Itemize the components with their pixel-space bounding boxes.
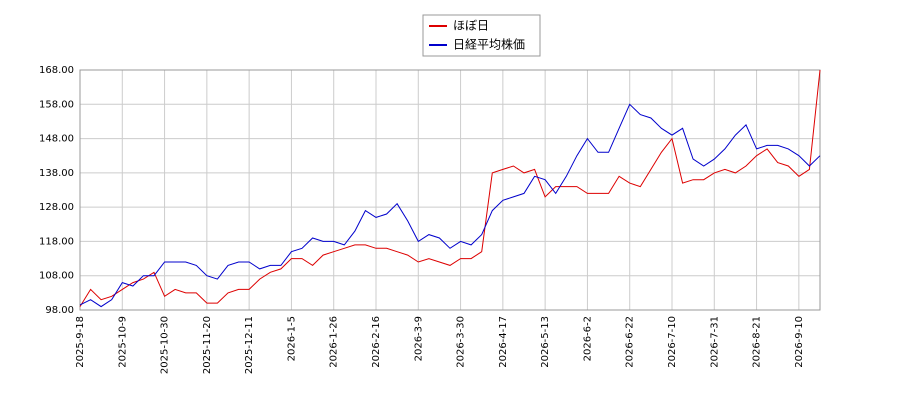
x-tick-label: 2026-3-9	[413, 316, 424, 361]
x-tick-label: 2026-7-31	[709, 316, 720, 368]
y-tick-label: 138.00	[39, 168, 74, 179]
x-tick-label: 2026-4-17	[498, 316, 509, 368]
y-tick-label: 118.00	[39, 236, 74, 247]
plot-border	[79, 69, 821, 311]
x-tick-label: 2026-6-2	[582, 316, 593, 361]
x-tick-label: 2026-1-26	[329, 316, 340, 368]
x-tick-label: 2025-12-11	[244, 316, 255, 374]
y-tick-label: 128.00	[39, 202, 74, 213]
x-tick-label: 2026-3-30	[456, 316, 467, 368]
y-tick-label: 168.00	[39, 65, 74, 76]
x-tick-label: 2026-8-21	[752, 316, 763, 368]
x-tick-label: 2025-10-9	[117, 316, 128, 368]
series-line	[79, 103, 821, 308]
x-tick-label: 2026-6-22	[625, 316, 636, 368]
y-tick-label: 98.00	[45, 305, 74, 316]
series-line	[79, 69, 821, 307]
legend-label: ほぼ日	[453, 19, 489, 33]
x-tick-label: 2026-1-5	[286, 316, 297, 361]
y-tick-label: 148.00	[39, 134, 74, 145]
y-tick-label: 108.00	[39, 271, 74, 282]
y-tick-label: 158.00	[39, 99, 74, 110]
x-tick-label: 2025-11-20	[202, 316, 213, 374]
x-tick-label: 2025-9-18	[75, 316, 86, 368]
x-tick-label: 2026-9-10	[794, 316, 805, 368]
x-tick-label: 2026-5-13	[540, 316, 551, 368]
legend-label: 日経平均株価	[453, 37, 525, 52]
legend-box	[422, 14, 541, 57]
x-tick-label: 2026-2-16	[371, 316, 382, 368]
x-tick-label: 2026-7-10	[667, 316, 678, 368]
x-tick-label: 2025-10-30	[160, 316, 171, 374]
